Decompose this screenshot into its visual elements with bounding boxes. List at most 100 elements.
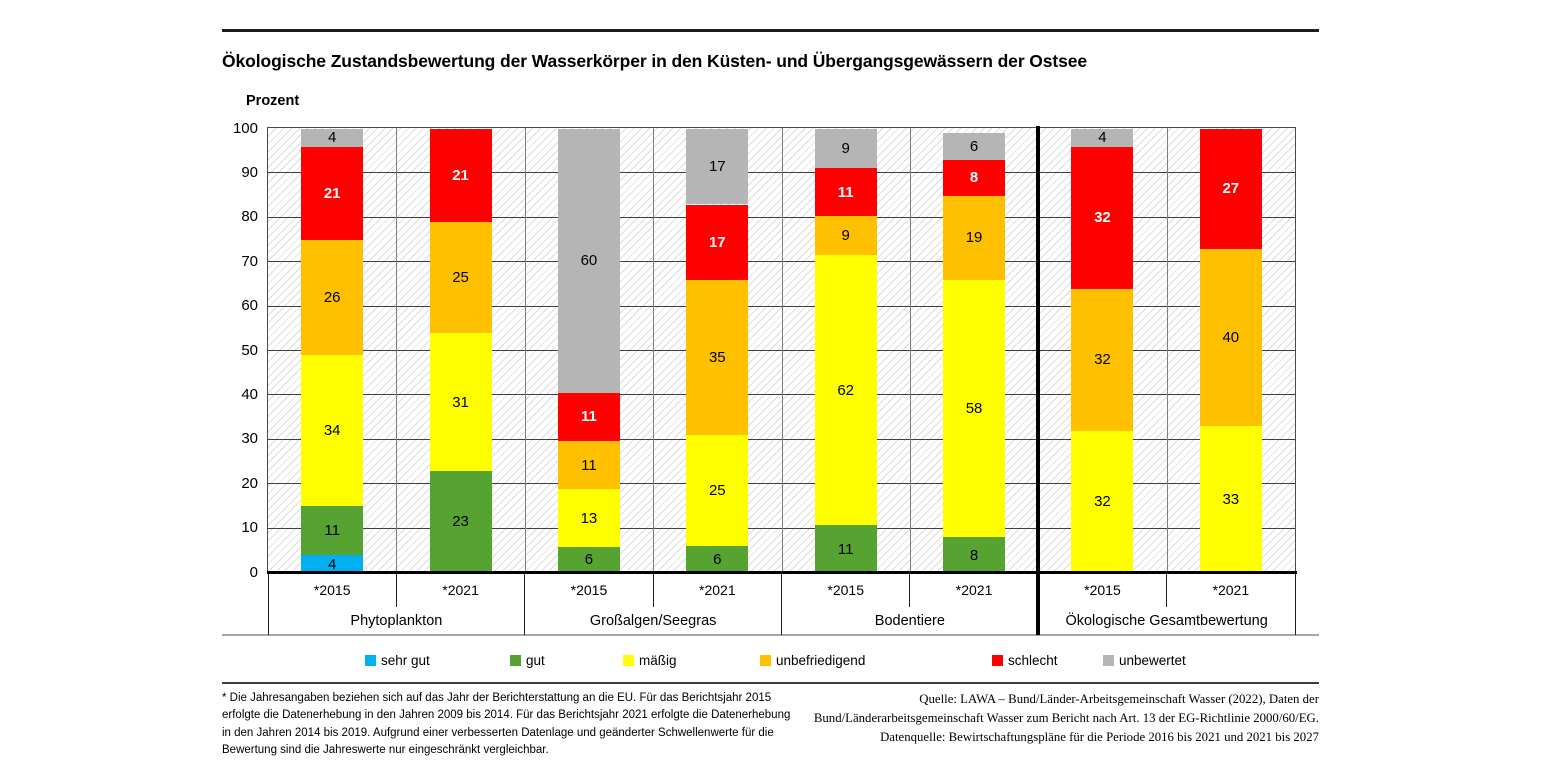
y-tick-label: 20 [241,474,258,492]
year-label-cell: *2015 [313,582,351,598]
bar-bodentiere-2021: 8 58 19 8 6 [943,128,1006,573]
year-label-cell: *2021 [955,582,993,598]
bar-segment-label: 13 [580,509,598,527]
bar-segment-maessig: 62 [814,255,877,526]
y-axis-title: Prozent [246,93,300,109]
y-tick-label: 100 [232,119,258,137]
legend-label: gut [526,652,545,668]
year-label-cell: *2021 [442,582,479,598]
bar-segment-label: 58 [965,400,983,418]
bar-segment-label: 32 [1094,351,1111,369]
y-tick-label: 80 [241,208,258,226]
bar-segment-schlecht: 8 [943,160,1006,196]
bar-segment-label: 21 [323,184,341,202]
group-label-bodentiere: Bodentiere [874,613,945,629]
bar-segment-label: 11 [581,456,597,474]
gridline-v [909,128,911,573]
year-label-cell: *2021 [699,582,736,598]
bar-segment-label: 60 [580,252,598,270]
bar-segment-unbefriedigend: 32 [1071,288,1134,431]
bar-grossalgen-seegras-2015: 6 13 11 11 60 [557,128,620,573]
axis-cell-border [395,573,397,607]
bar-segment-label: 40 [1222,329,1240,347]
axis-cell-border [267,573,269,635]
bar-segment-maessig: 25 [686,435,749,547]
bar-segment-label: 27 [1222,180,1240,198]
legend-swatch-maessig [623,654,634,666]
bar-segment-gut: 8 [943,537,1006,573]
y-tick-label: 30 [241,430,258,448]
y-tick-label: 60 [241,297,258,315]
bar-segment-label: 6 [584,551,594,569]
bar-segment-unbefriedigend: 35 [686,279,749,436]
bar-segment-unbewertet: 17 [686,129,749,205]
gridline-v [524,128,526,573]
y-tick-label: 70 [241,252,258,270]
legend-swatch-schlecht [992,654,1003,666]
legend-swatch-sehr-gut [365,654,376,666]
bar-segment-label: 8 [969,169,979,187]
group-label-oekologische-gesamtbewertung: Ökologische Gesamtbewertung [1065,613,1268,629]
bar-phytoplankton-2021: 23 31 25 21 [429,128,492,573]
bar-segment-label: 11 [837,540,854,558]
bar-segment-unbewertet: 6 [943,133,1006,161]
group-separator-line [1036,126,1040,635]
bar-segment-label: 26 [323,289,341,307]
page-title: Ökologische Zustandsbewertung der Wasser… [222,50,1088,71]
y-tick-label: 50 [241,341,258,359]
year-label-cell: *2015 [1084,582,1121,598]
plot-area: 4 11 34 26 21 4 23 31 25 21 6 13 11 11 60 6 25 35 17 17 11 62… [267,127,1296,573]
bar-segment-label: 32 [1094,209,1111,227]
bar-segment-unbefriedigend: 26 [301,240,364,356]
legend-item-maessig: mäßig [623,652,677,668]
bar-segment-label: 8 [969,546,979,564]
bar-segment-unbefriedigend: 11 [557,441,620,490]
legend: sehr gut gut mäßig unbefriedigend schlecht un… [0,652,1545,670]
bar-segment-unbefriedigend: 40 [1199,248,1262,427]
legend-label: schlecht [1008,652,1058,668]
year-label-cell: *2021 [1212,582,1250,598]
bar-grossalgen-seegras-2021: 6 25 35 17 17 [686,128,749,573]
bar-segment-unbewertet: 4 [1071,129,1134,147]
bar-segment-schlecht: 11 [814,168,877,217]
bar-segment-label: 9 [841,227,850,245]
legend-item-sehr-gut: sehr gut [365,652,430,668]
year-label-cell: *2015 [570,582,608,598]
bar-segment-label: 6 [969,138,979,156]
bar-oekologische-gesamtbewertung-2021: 33 40 27 [1199,128,1262,573]
bar-segment-label: 17 [708,158,726,176]
group-label-grossalgen-seegras: Großalgen/Seegras [589,613,717,629]
x-axis-line [267,571,1297,574]
bar-segment-unbewertet: 4 [301,129,364,147]
legend-swatch-gut [510,654,521,666]
bar-segment-label: 4 [328,555,337,573]
bar-segment-schlecht: 11 [557,392,620,442]
bar-segment-label: 4 [328,129,337,147]
bar-segment-schlecht: 17 [686,204,749,280]
y-tick-label: 0 [249,563,258,581]
footnote-rule [222,682,1319,684]
footnote-left: * Die Jahresangaben beziehen sich auf da… [222,692,791,757]
bar-segment-label: 34 [323,422,341,440]
bar-segment-label: 11 [581,408,597,426]
bar-phytoplankton-2015: 4 11 34 26 21 4 [301,128,364,573]
bar-segment-gut: 23 [429,470,492,573]
bar-segment-gut: 6 [557,546,620,573]
bar-segment-label: 62 [837,381,855,399]
legend-swatch-unbefriedigend [760,654,771,666]
legend-label: mäßig [639,652,677,668]
legend-label: unbewertet [1119,652,1186,668]
bar-bodentiere-2015: 11 62 9 11 9 [814,128,877,573]
bar-segment-label: 6 [713,551,722,569]
bar-segment-unbewertet: 9 [814,129,877,169]
bar-segment-maessig: 32 [1071,430,1134,573]
bar-segment-label: 17 [708,233,726,251]
bar-segment-gut: 6 [686,546,749,573]
axis-cell-border [652,573,654,607]
bar-segment-maessig: 13 [557,489,620,547]
bar-segment-schlecht: 21 [429,129,492,223]
legend-label: unbefriedigend [776,652,866,668]
axis-cell-border [909,573,911,607]
axis-cell-border [1166,573,1168,607]
